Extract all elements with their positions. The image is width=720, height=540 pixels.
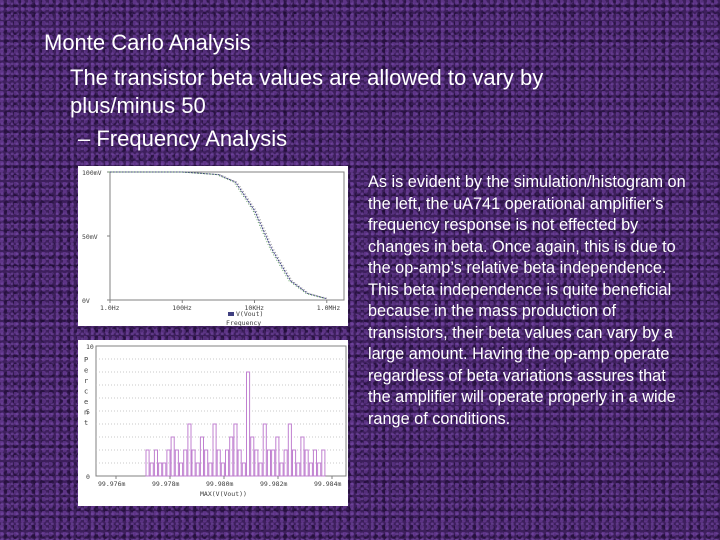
- frequency-response-chart: 100mV 50mV 0V 1.0Hz 100Hz 10KHz 1.0MHz V(Vout)F…: [78, 166, 348, 327]
- hist-x-axis-label: MAX(V(Vout)): [200, 490, 247, 498]
- hist-y-tick-label: 0: [86, 473, 90, 481]
- hist-x-tick-label: 99.976m: [98, 480, 125, 488]
- hist-bar: [170, 436, 175, 477]
- hist-bar: [153, 449, 159, 477]
- hist-x-tick-label: 99.978m: [152, 480, 179, 488]
- hist-x-tick-label: 99.984m: [314, 480, 341, 488]
- hist-bar: [292, 449, 297, 477]
- hist-bar: [296, 462, 301, 477]
- hist-bar: [216, 449, 221, 477]
- hist-bar: [304, 449, 309, 477]
- freq-response-trace: [108, 171, 326, 300]
- bullet-beta-variation: The transistor beta values are allowed t…: [70, 65, 544, 118]
- hist-bar: [300, 436, 305, 477]
- hist-bar: [271, 449, 276, 477]
- hist-bar: [321, 449, 326, 477]
- hist-bar: [204, 449, 209, 477]
- hist-bar: [145, 449, 150, 477]
- frequency-plot-panel: 100mV 50mV 0V 1.0Hz 100Hz 10KHz 1.0MHz V(Vout) F…: [78, 166, 348, 327]
- hist-bar: [241, 462, 246, 477]
- hist-y-tick-label: 5: [86, 408, 90, 416]
- hist-bar: [317, 462, 322, 477]
- hist-bar: [183, 449, 188, 477]
- hist-bar: [229, 436, 234, 477]
- hist-x-tick-label: 99.980m: [206, 480, 233, 488]
- hist-bar: [308, 462, 313, 477]
- freq-x-axis-label: Frequency: [226, 319, 261, 326]
- slide-title: Monte Carlo Analysis: [44, 30, 251, 55]
- hist-bar: [191, 449, 196, 477]
- freq-legend-swatch: [228, 312, 234, 316]
- hist-bar: [246, 371, 251, 477]
- hist-bar: [250, 436, 255, 477]
- hist-y-tick-label: 10: [86, 343, 94, 351]
- hist-bar: [233, 423, 238, 477]
- bullet-frequency-analysis: – Frequency Analysis: [78, 126, 288, 151]
- hist-bar: [237, 449, 242, 477]
- hist-bar: [179, 462, 184, 477]
- description-paragraph: As is evident by the simulation/histogra…: [368, 173, 686, 428]
- hist-bar: [262, 423, 267, 477]
- freq-y-tick-label: 100mV: [82, 169, 102, 177]
- hist-bar: [212, 423, 217, 477]
- hist-bar: [258, 462, 263, 477]
- hist-bar: [266, 449, 271, 477]
- freq-x-tick-label: 1.0MHz: [317, 304, 341, 312]
- hist-bar: [287, 423, 292, 477]
- hist-bar: [174, 449, 179, 477]
- hist-bar: [199, 436, 205, 477]
- hist-bar: [225, 449, 230, 477]
- hist-x-tick-label: 99.982m: [260, 480, 287, 488]
- freq-x-tick-label: 100Hz: [172, 304, 192, 312]
- hist-bar: [166, 449, 171, 477]
- hist-bar: [279, 462, 284, 477]
- hist-bar: [158, 462, 163, 477]
- hist-bar: [187, 423, 192, 477]
- freq-legend-label: V(Vout): [236, 310, 263, 318]
- hist-bar: [254, 449, 259, 477]
- freq-y-tick-label: 50mV: [82, 233, 98, 241]
- hist-bar: [283, 449, 288, 477]
- hist-bar: [162, 462, 167, 477]
- hist-bar: [149, 462, 154, 477]
- hist-bar: [220, 462, 225, 477]
- hist-bar: [208, 462, 213, 477]
- hist-bar: [275, 436, 280, 477]
- freq-x-tick-label: 1.0Hz: [100, 304, 120, 312]
- hist-bar: [312, 449, 317, 477]
- hist-bar: [195, 462, 200, 477]
- freq-x-tick-label: 10KHz: [245, 304, 265, 312]
- freq-y-tick-label: 0V: [82, 297, 90, 305]
- freq-response-trace: [110, 171, 327, 300]
